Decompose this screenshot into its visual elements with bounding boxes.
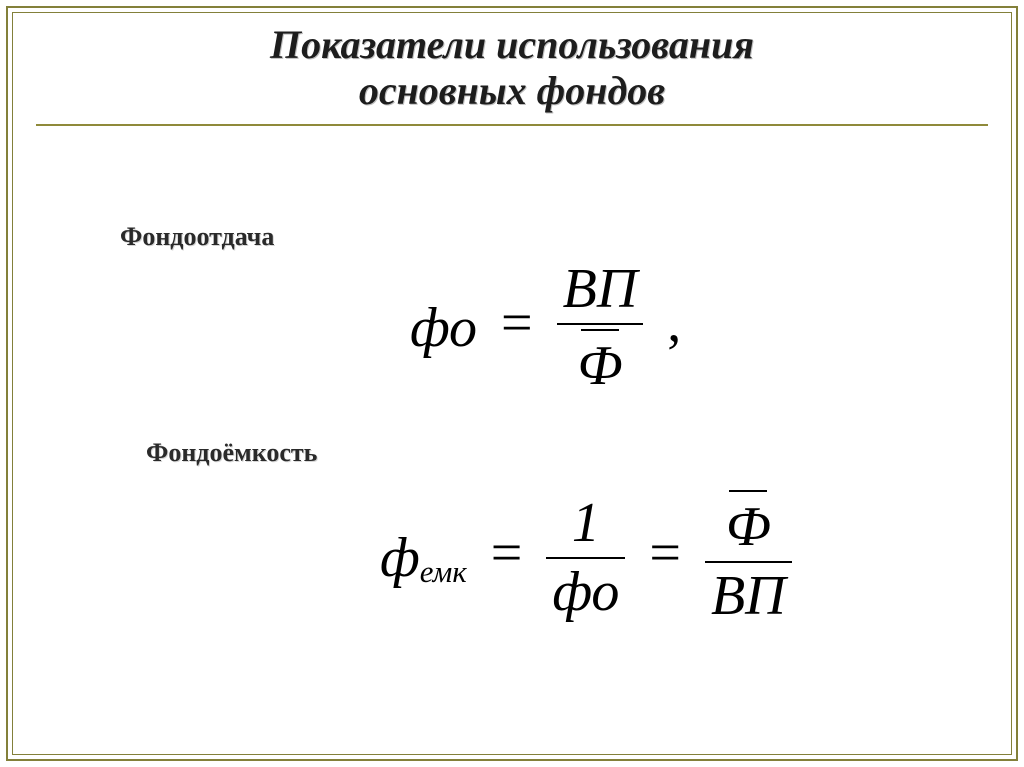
f2-fraction-mid: 1 фо xyxy=(546,494,625,622)
f2-lhs: фемк xyxy=(380,526,467,590)
f2-rhs-denominator: ВП xyxy=(705,567,792,626)
f1-numerator: ВП xyxy=(557,260,644,319)
f2-mid-denominator: фо xyxy=(546,563,625,622)
slide: Показатели использования основных фондов… xyxy=(0,0,1024,767)
f2-rhs-numerator: Ф xyxy=(705,490,792,557)
label-fondoemkost-text: Фондоёмкость xyxy=(146,438,317,467)
equals-sign: = xyxy=(639,522,691,584)
f2-lhs-symbol: ф xyxy=(380,527,420,589)
f1-trailing-comma: , xyxy=(657,292,681,354)
equals-sign: = xyxy=(491,292,543,354)
f2-rhs-num-symbol: Ф xyxy=(726,496,771,558)
overline-bar xyxy=(729,490,767,492)
f1-den-overline: Ф xyxy=(577,329,622,396)
fraction-bar xyxy=(557,323,644,325)
equals-sign: = xyxy=(481,522,533,584)
f2-fraction-rhs: Ф ВП xyxy=(705,490,792,626)
formula-fondoemkost: фемк = 1 фо = Ф ВП xyxy=(380,490,792,626)
f2-lhs-subscript: емк xyxy=(420,555,467,589)
fraction-bar xyxy=(705,561,792,563)
f1-denominator: Ф xyxy=(557,329,644,396)
label-fondootdacha: Фондоотдача xyxy=(120,222,274,252)
fraction-bar xyxy=(546,557,625,559)
f1-den-symbol: Ф xyxy=(577,335,622,397)
f1-fraction: ВП Ф xyxy=(557,260,644,396)
f1-lhs: фо xyxy=(410,296,477,360)
f2-num-overline: Ф xyxy=(726,490,771,557)
label-fondootdacha-text: Фондоотдача xyxy=(120,222,274,251)
overline-bar xyxy=(581,329,619,331)
f2-mid-numerator: 1 xyxy=(546,494,625,553)
formula-fondootdacha: фо = ВП Ф , xyxy=(410,260,681,396)
label-fondoemkost: Фондоёмкость xyxy=(146,438,317,468)
